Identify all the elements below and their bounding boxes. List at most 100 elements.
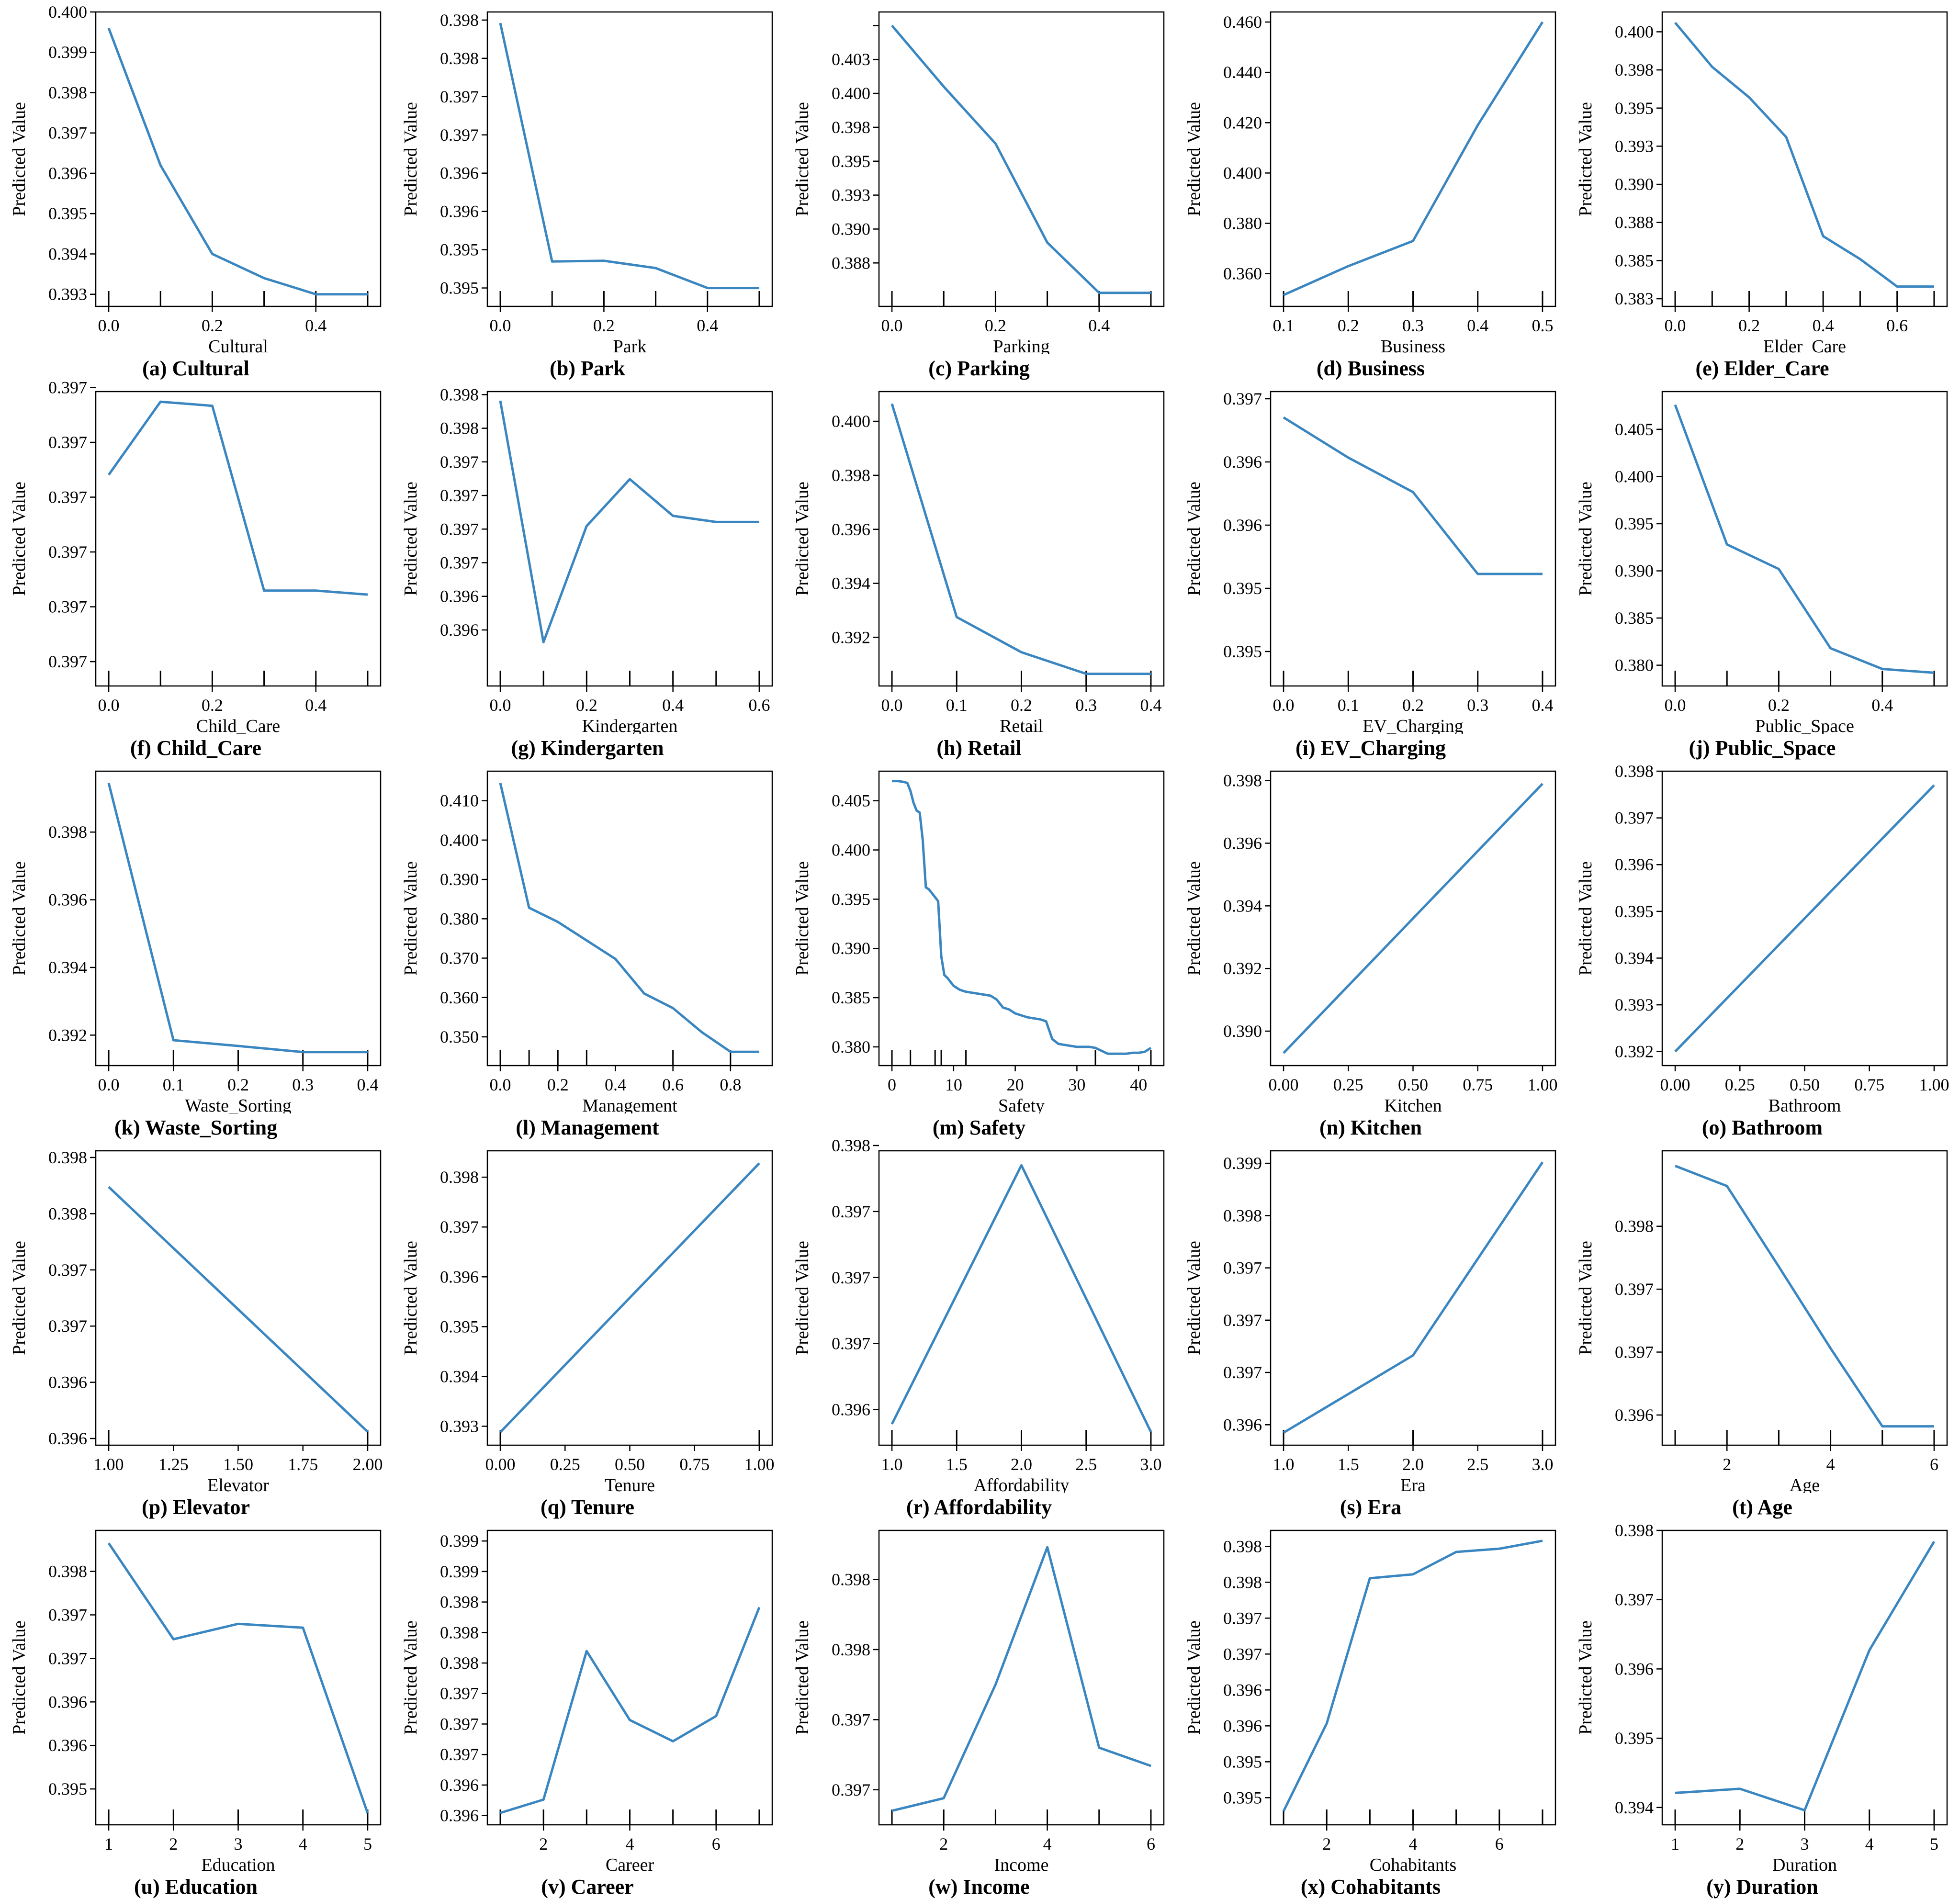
- y-tick-label: 0.397: [440, 519, 479, 539]
- x-tick-label: 1.25: [158, 1455, 189, 1474]
- chart-svg: 0.396 0.397 0.397 0.397 0.398 1.0 1.5 2.0 2.5 3.0…: [792, 1139, 1165, 1493]
- y-tick-label: 0.396: [440, 587, 479, 606]
- y-tick-label: 0.395: [832, 889, 870, 909]
- y-axis-label: Predicted Value: [1184, 1620, 1204, 1735]
- y-tick-label: 0.400: [440, 831, 479, 850]
- x-tick-label: 2: [1723, 1455, 1731, 1474]
- chart-panel: 0.396 0.396 0.397 0.397 0.397 0.398 0.398 0.398…: [392, 1518, 783, 1899]
- chart-panel: 0.392 0.394 0.396 0.398 0.400 0.0 0.1 0.2 0.3 0.4…: [783, 380, 1175, 760]
- panel-caption: (a) Cultural: [142, 357, 249, 380]
- x-axis-label: Management: [582, 1096, 677, 1113]
- x-tick-label: 0.2: [1011, 696, 1032, 715]
- y-tick-label: 0.398: [832, 1139, 870, 1155]
- y-tick-label: 0.396: [440, 202, 479, 221]
- x-tick-label: 0.4: [1813, 316, 1834, 335]
- y-tick-label: 0.392: [832, 628, 870, 647]
- y-axis-label: Predicted Value: [1576, 1620, 1596, 1735]
- x-tick-label: 4: [299, 1834, 307, 1854]
- x-tick-label: 5: [363, 1834, 372, 1854]
- y-tick-label: 0.350: [440, 1027, 479, 1046]
- series-line: [892, 780, 1152, 1055]
- plot-frame: [1661, 11, 1948, 307]
- x-tick-label: 2: [939, 1834, 948, 1854]
- y-axis-label: Predicted Value: [401, 1241, 421, 1355]
- y-tick-label: 0.395: [832, 152, 870, 171]
- x-axis-label: Bathroom: [1769, 1096, 1841, 1113]
- x-axis-label: Elder_Care: [1763, 337, 1846, 354]
- plot-frame: [486, 391, 773, 687]
- y-tick-label: 0.385: [1615, 608, 1654, 628]
- chart-svg: 0.397 0.397 0.398 0.398 2 4 6 Income Predicted V…: [792, 1529, 1165, 1873]
- x-tick-label: 3.0: [1140, 1455, 1161, 1474]
- series-line: [499, 400, 759, 643]
- y-tick-label: 0.397: [48, 1316, 87, 1336]
- chart-panel: 0.396 0.396 0.397 0.397 0.397 0.397 0.398 0.398…: [392, 380, 783, 760]
- y-tick-label: 0.397: [1615, 1590, 1654, 1609]
- series-line: [107, 400, 368, 596]
- series-line: [891, 24, 1151, 294]
- x-tick-label: 1.50: [223, 1455, 253, 1474]
- x-tick-label: 0.4: [1467, 316, 1488, 335]
- y-tick-label: 0.397: [48, 652, 87, 671]
- series-line: [1282, 1539, 1543, 1812]
- panel-caption: (p) Elevator: [141, 1495, 250, 1519]
- panel-caption: (w) Income: [928, 1875, 1030, 1899]
- x-tick-label: 0.00: [485, 1455, 516, 1474]
- y-axis-label: Predicted Value: [1576, 1241, 1596, 1355]
- y-axis-label: Predicted Value: [1576, 102, 1596, 216]
- y-axis-label: Predicted Value: [9, 1620, 29, 1735]
- chart-svg: 0.392 0.394 0.396 0.398 0.0 0.1 0.2 0.3 0.4 Waste…: [9, 770, 382, 1113]
- y-tick-label: 0.398: [48, 1562, 87, 1581]
- x-tick-label: 1: [1671, 1834, 1679, 1854]
- chart-svg: 0.350 0.360 0.370 0.380 0.390 0.400 0.410 0.0 0.…: [401, 770, 773, 1113]
- y-tick-label: 0.395: [48, 1779, 87, 1798]
- x-tick-label: 6: [1495, 1834, 1504, 1854]
- y-axis-label: Predicted Value: [1576, 861, 1596, 976]
- y-tick-label: 0.397: [48, 1605, 87, 1624]
- y-tick-label: 0.398: [1223, 1206, 1262, 1225]
- plot-frame: [486, 770, 773, 1067]
- y-tick-label: 0.400: [1223, 163, 1262, 182]
- chart-panel: 0.350 0.360 0.370 0.380 0.390 0.400 0.410 0.0 0.…: [392, 759, 783, 1139]
- y-tick-label: 0.395: [1223, 579, 1262, 598]
- panel-caption: (e) Elder_Care: [1695, 357, 1829, 380]
- x-tick-label: 0.2: [593, 316, 615, 335]
- chart-panel: 0.396 0.397 0.397 0.397 0.398 1.0 1.5 2.0 2.5 3.0…: [783, 1139, 1175, 1519]
- chart-svg: 0.396 0.396 0.397 0.397 0.397 0.398 0.398 0.398…: [401, 1529, 773, 1873]
- x-tick-label: 4: [626, 1834, 634, 1854]
- x-tick-label: 6: [1930, 1455, 1938, 1474]
- y-tick-label: 0.380: [440, 909, 479, 928]
- x-tick-label: 0.2: [202, 696, 223, 715]
- x-tick-label: 0.0: [490, 316, 511, 335]
- chart-svg: 0.395 0.395 0.396 0.396 0.397 0.397 0.398 0.398…: [401, 11, 773, 354]
- y-tick-label: 0.390: [440, 870, 479, 889]
- y-tick-label: 0.398: [48, 83, 87, 102]
- y-axis-label: Predicted Value: [1576, 482, 1596, 596]
- panel-caption: (s) Era: [1340, 1495, 1402, 1519]
- x-tick-label: 1: [104, 1834, 113, 1854]
- x-axis-label: Kindergarten: [582, 716, 678, 734]
- chart-svg: 0.383 0.385 0.388 0.390 0.393 0.395 0.398 0.400…: [1576, 11, 1948, 354]
- y-axis-label: Predicted Value: [792, 482, 812, 596]
- y-tick-label: 0.397: [440, 87, 479, 106]
- y-tick-label: 0.360: [1223, 264, 1262, 283]
- y-tick-label: 0.400: [832, 841, 870, 860]
- x-tick-label: 0.50: [1398, 1075, 1428, 1094]
- x-tick-label: 1.00: [94, 1455, 124, 1474]
- x-tick-label: 4: [1409, 1834, 1418, 1854]
- chart-svg: 0.388 0.390 0.393 0.395 0.398 0.400 0.403 0.0 0.…: [792, 11, 1165, 354]
- y-tick-label: 0.397: [440, 125, 479, 145]
- chart-svg: 0.394 0.395 0.396 0.397 0.398 1 2 3 4 5 Duration Pr…: [1576, 1521, 1948, 1873]
- y-axis-label: Predicted Value: [792, 861, 812, 976]
- y-tick-label: 0.397: [48, 542, 87, 562]
- chart-panel: 0.395 0.396 0.396 0.397 0.397 0.398 1 2 3 4 5 Educa…: [0, 1518, 392, 1899]
- y-tick-label: 0.393: [832, 186, 870, 205]
- chart-panel: 0.395 0.395 0.396 0.396 0.397 0.397 0.398 0.398…: [392, 0, 783, 380]
- y-tick-label: 0.390: [1615, 175, 1654, 194]
- y-tick-label: 0.392: [48, 1025, 87, 1045]
- x-axis-label: Career: [606, 1855, 654, 1873]
- y-axis-label: Predicted Value: [792, 1620, 812, 1735]
- y-tick-label: 0.392: [1223, 959, 1262, 978]
- x-tick-label: 0.00: [1269, 1075, 1299, 1094]
- series-line: [499, 783, 759, 1053]
